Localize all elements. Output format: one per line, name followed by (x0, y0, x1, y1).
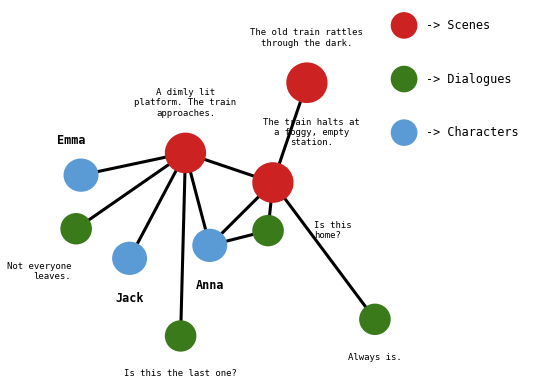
Text: Not everyone
leaves.: Not everyone leaves. (7, 262, 71, 282)
Text: Always is.: Always is. (348, 353, 402, 362)
Ellipse shape (391, 66, 418, 92)
Ellipse shape (252, 162, 294, 203)
Text: The train halts at
a foggy, empty
station.: The train halts at a foggy, empty statio… (263, 118, 360, 147)
Ellipse shape (391, 119, 418, 146)
Ellipse shape (64, 158, 98, 192)
Ellipse shape (112, 242, 147, 275)
Ellipse shape (391, 12, 418, 39)
Ellipse shape (60, 213, 92, 244)
Text: Jack: Jack (115, 291, 144, 305)
Ellipse shape (165, 133, 206, 173)
Ellipse shape (286, 62, 327, 103)
Ellipse shape (165, 320, 197, 352)
Text: Is this the last one?: Is this the last one? (124, 369, 237, 378)
Text: -> Scenes: -> Scenes (426, 19, 490, 32)
Ellipse shape (359, 304, 391, 335)
Text: Anna: Anna (195, 279, 224, 292)
Ellipse shape (192, 229, 227, 262)
Text: Is this
home?: Is this home? (314, 221, 352, 240)
Text: -> Dialogues: -> Dialogues (426, 73, 512, 86)
Text: -> Characters: -> Characters (426, 126, 519, 139)
Text: A dimly lit
platform. The train
approaches.: A dimly lit platform. The train approach… (135, 88, 237, 118)
Ellipse shape (252, 215, 284, 246)
Text: The old train rattles
through the dark.: The old train rattles through the dark. (250, 28, 363, 48)
Text: Emma: Emma (57, 135, 85, 147)
